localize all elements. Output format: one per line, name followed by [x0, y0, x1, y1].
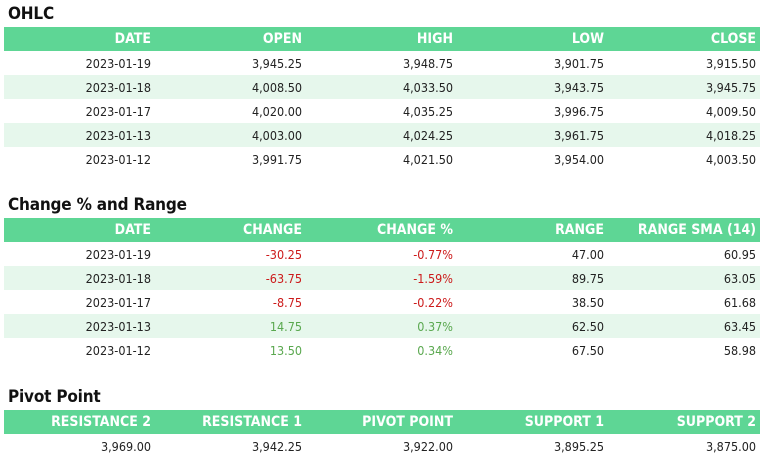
- table-row: 2023-01-18 4,008.50 4,033.50 3,943.75 3,…: [4, 75, 760, 99]
- ohlc-cell-open: 3,991.75: [251, 151, 302, 167]
- change-cell-change-pct: 0.37%: [306, 314, 457, 338]
- change-cell-change: 14.75: [155, 314, 306, 338]
- change-cell-change-pct: 0.34%: [417, 342, 453, 358]
- table-row: 2023-01-12 3,991.75 4,021.50 3,954.00 4,…: [4, 147, 760, 171]
- ohlc-cell-open: 3,945.25: [251, 55, 302, 71]
- table-row: 2023-01-13 4,003.00 4,024.25 3,961.75 4,…: [4, 123, 760, 147]
- change-header-range: RANGE: [457, 218, 608, 242]
- change-cell-range: 62.50: [457, 314, 608, 338]
- ohlc-cell-low: 3,961.75: [457, 123, 608, 147]
- table-row: 2023-01-17 4,020.00 4,035.25 3,996.75 4,…: [4, 99, 760, 123]
- change-cell-range-sma: 61.68: [723, 294, 756, 310]
- change-cell-date: 2023-01-17: [85, 294, 151, 310]
- ohlc-cell-low: 3,943.75: [457, 75, 608, 99]
- ohlc-cell-low: 3,901.75: [553, 55, 604, 71]
- pivot-header-row: RESISTANCE 2 RESISTANCE 1 PIVOT POINT SU…: [4, 410, 760, 434]
- ohlc-header-row: DATE OPEN HIGH LOW CLOSE: [4, 27, 760, 51]
- ohlc-cell-close: 3,945.75: [608, 75, 760, 99]
- table-row: 2023-01-19 3,945.25 3,948.75 3,901.75 3,…: [4, 51, 760, 75]
- ohlc-cell-date: 2023-01-12: [85, 151, 151, 167]
- change-cell-change-pct: -0.22%: [413, 294, 453, 310]
- table-row: 2023-01-13 14.75 0.37% 62.50 63.45: [4, 314, 760, 338]
- pivot-header-support-1: SUPPORT 1: [457, 410, 608, 434]
- change-header-change: CHANGE: [155, 218, 306, 242]
- ohlc-table: DATE OPEN HIGH LOW CLOSE 2023-01-19 3,94…: [4, 27, 760, 171]
- ohlc-cell-open: 4,020.00: [251, 103, 302, 119]
- pivot-header-resistance-2: RESISTANCE 2: [4, 410, 155, 434]
- change-header-row: DATE CHANGE CHANGE % RANGE RANGE SMA (14…: [4, 218, 760, 242]
- pivot-cell-resistance-2: 3,969.00: [100, 438, 151, 454]
- change-cell-range-sma: 58.98: [723, 342, 756, 358]
- pivot-table: RESISTANCE 2 RESISTANCE 1 PIVOT POINT SU…: [4, 410, 760, 458]
- change-cell-change: -30.25: [265, 246, 302, 262]
- pivot-header-support-2: SUPPORT 2: [608, 410, 760, 434]
- change-cell-change: -8.75: [272, 294, 302, 310]
- pivot-header-resistance-1: RESISTANCE 1: [155, 410, 306, 434]
- ohlc-header-open: OPEN: [155, 27, 306, 51]
- ohlc-header-low: LOW: [457, 27, 608, 51]
- ohlc-cell-date: 2023-01-19: [85, 55, 151, 71]
- ohlc-cell-open: 4,003.00: [155, 123, 306, 147]
- change-cell-range-sma: 63.05: [608, 266, 760, 290]
- ohlc-cell-close: 4,003.50: [705, 151, 756, 167]
- ohlc-cell-high: 4,035.25: [402, 103, 453, 119]
- pivot-title: Pivot Point: [8, 387, 101, 407]
- table-row: 2023-01-17 -8.75 -0.22% 38.50 61.68: [4, 290, 760, 314]
- ohlc-header-close: CLOSE: [608, 27, 760, 51]
- pivot-cell-support-2: 3,875.00: [705, 438, 756, 454]
- change-cell-range-sma: 60.95: [723, 246, 756, 262]
- table-row: 2023-01-18 -63.75 -1.59% 89.75 63.05: [4, 266, 760, 290]
- change-cell-change-pct: -0.77%: [413, 246, 453, 262]
- change-cell-change: -63.75: [155, 266, 306, 290]
- ohlc-header-date: DATE: [4, 27, 155, 51]
- ohlc-cell-date: 2023-01-13: [4, 123, 155, 147]
- ohlc-cell-high: 3,948.75: [402, 55, 453, 71]
- change-cell-change-pct: -1.59%: [306, 266, 457, 290]
- ohlc-cell-close: 3,915.50: [705, 55, 756, 71]
- change-cell-date: 2023-01-12: [85, 342, 151, 358]
- change-title: Change % and Range: [8, 195, 187, 215]
- change-cell-date: 2023-01-19: [85, 246, 151, 262]
- ohlc-cell-low: 3,996.75: [553, 103, 604, 119]
- pivot-header-pivot-point: PIVOT POINT: [306, 410, 457, 434]
- table-row: 2023-01-19 -30.25 -0.77% 47.00 60.95: [4, 242, 760, 266]
- change-table: DATE CHANGE CHANGE % RANGE RANGE SMA (14…: [4, 218, 760, 362]
- ohlc-cell-open: 4,008.50: [155, 75, 306, 99]
- ohlc-cell-high: 4,033.50: [306, 75, 457, 99]
- ohlc-header-high: HIGH: [306, 27, 457, 51]
- pivot-cell-resistance-1: 3,942.25: [251, 438, 302, 454]
- change-cell-range: 89.75: [457, 266, 608, 290]
- change-cell-range-sma: 63.45: [608, 314, 760, 338]
- change-header-change-pct: CHANGE %: [306, 218, 457, 242]
- change-cell-range: 47.00: [571, 246, 604, 262]
- ohlc-cell-close: 4,018.25: [608, 123, 760, 147]
- change-cell-date: 2023-01-18: [4, 266, 155, 290]
- ohlc-cell-high: 4,021.50: [402, 151, 453, 167]
- pivot-cell-pivot-point: 3,922.00: [402, 438, 453, 454]
- ohlc-cell-low: 3,954.00: [553, 151, 604, 167]
- ohlc-cell-date: 2023-01-18: [4, 75, 155, 99]
- change-cell-date: 2023-01-13: [4, 314, 155, 338]
- table-row: 3,969.00 3,942.25 3,922.00 3,895.25 3,87…: [4, 434, 760, 458]
- table-row: 2023-01-12 13.50 0.34% 67.50 58.98: [4, 338, 760, 362]
- change-cell-change: 13.50: [269, 342, 302, 358]
- change-cell-range: 38.50: [571, 294, 604, 310]
- change-header-range-sma: RANGE SMA (14): [608, 218, 760, 242]
- ohlc-title: OHLC: [8, 4, 54, 24]
- pivot-cell-support-1: 3,895.25: [553, 438, 604, 454]
- ohlc-cell-close: 4,009.50: [705, 103, 756, 119]
- change-header-date: DATE: [4, 218, 155, 242]
- change-cell-range: 67.50: [571, 342, 604, 358]
- ohlc-cell-high: 4,024.25: [306, 123, 457, 147]
- ohlc-cell-date: 2023-01-17: [85, 103, 151, 119]
